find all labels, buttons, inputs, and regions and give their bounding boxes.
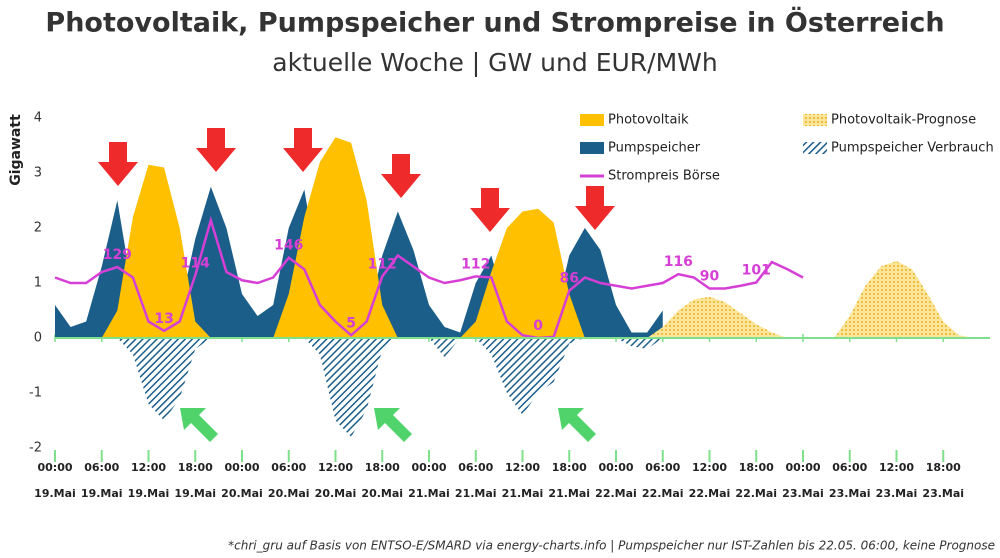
y-tick-label: -1 <box>29 386 42 401</box>
price-line <box>54 215 804 340</box>
price-label: 101 <box>742 262 771 278</box>
legend-label: Pumpspeicher <box>608 141 701 156</box>
green-arrows <box>180 408 596 442</box>
red-arrow <box>283 128 323 172</box>
legend-label: Strompreis Börse <box>608 169 720 184</box>
x-tick-label: 20.Mai <box>361 487 403 500</box>
chart-title: Photovoltaik, Pumpspeicher und Stromprei… <box>45 6 944 39</box>
red-arrow <box>196 128 236 172</box>
legend-label: Photovoltaik <box>608 113 689 128</box>
x-tick-label: 18:00 <box>926 461 961 474</box>
legend-label: Pumpspeicher Verbrauch <box>831 141 994 156</box>
price-label: 114 <box>181 255 210 271</box>
price-label: 13 <box>154 311 173 327</box>
x-tick-label: 23.Mai <box>829 487 871 500</box>
x-tick-label: 00:00 <box>411 461 446 474</box>
x-tick-label: 20.Mai <box>315 487 357 500</box>
legend-swatch <box>580 142 604 154</box>
legend-label: Photovoltaik-Prognose <box>831 113 976 128</box>
y-tick-label: -2 <box>29 441 42 456</box>
y-tick-label: 2 <box>34 221 42 236</box>
legend: Photovoltaik Photovoltaik-Prognose Pumpspe… <box>580 113 994 184</box>
area <box>55 137 663 338</box>
x-tick-label: 06:00 <box>271 461 306 474</box>
x-tick-label: 22.Mai <box>642 487 684 500</box>
area <box>647 261 990 338</box>
x-tick-label: 12:00 <box>505 461 540 474</box>
green-arrow <box>558 408 596 442</box>
x-tick-label: 00:00 <box>785 461 820 474</box>
x-tick-label: 21.Mai <box>455 487 497 500</box>
x-tick-label: 00:00 <box>224 461 259 474</box>
x-tick-label: 21.Mai <box>408 487 450 500</box>
x-tick-label: 19.Mai <box>81 487 123 500</box>
y-tick-label: 4 <box>34 111 42 126</box>
green-arrow <box>180 408 218 442</box>
x-tick-label: 22.Mai <box>735 487 777 500</box>
x-tick-label: 00:00 <box>598 461 633 474</box>
x-tick-label: 21.Mai <box>502 487 544 500</box>
y-tick-label: 1 <box>34 276 42 291</box>
chart-subtitle: aktuelle Woche | GW und EUR/MWh <box>272 48 717 77</box>
x-tick-label: 20.Mai <box>221 487 263 500</box>
x-tick-label: 20.Mai <box>268 487 310 500</box>
price-label: 129 <box>103 247 132 263</box>
y-tick-label: 3 <box>34 166 42 181</box>
red-arrow <box>575 186 615 230</box>
x-tick-label: 18:00 <box>365 461 400 474</box>
price-label: 90 <box>700 269 720 285</box>
price-label: 0 <box>533 318 543 334</box>
price-label: 112 <box>368 256 397 272</box>
x-tick-label: 12:00 <box>692 461 727 474</box>
area <box>55 338 663 437</box>
area <box>55 186 663 338</box>
price-label: 5 <box>346 315 356 331</box>
x-tick-label: 06:00 <box>458 461 493 474</box>
x-tick-label: 06:00 <box>832 461 867 474</box>
price-label: 116 <box>664 254 693 270</box>
x-tick-label: 22.Mai <box>689 487 731 500</box>
x-tick-label: 06:00 <box>645 461 680 474</box>
red-arrow <box>381 154 421 198</box>
x-tick-label: 19.Mai <box>128 487 170 500</box>
y-tick-label: 0 <box>34 331 42 346</box>
x-tick-label: 21.Mai <box>548 487 590 500</box>
x-tick-label: 19.Mai <box>174 487 216 500</box>
x-tick-label: 06:00 <box>84 461 119 474</box>
x-tick-label: 18:00 <box>739 461 774 474</box>
red-arrow <box>98 142 138 186</box>
legend-swatch <box>803 114 827 126</box>
green-arrow <box>374 408 412 442</box>
legend-swatch <box>803 142 827 154</box>
x-tick-label: 23.Mai <box>922 487 964 500</box>
x-tick-label: 23.Mai <box>876 487 918 500</box>
price-label: 146 <box>274 238 303 254</box>
red-arrow <box>470 188 510 232</box>
x-tick-label: 12:00 <box>318 461 353 474</box>
x-tick-label: 18:00 <box>178 461 213 474</box>
legend-swatch <box>580 114 604 126</box>
red-arrows <box>98 128 615 232</box>
x-tick-label: 18:00 <box>552 461 587 474</box>
x-tick-label: 00:00 <box>37 461 72 474</box>
footnote: *chri_gru auf Basis von ENTSO-E/SMARD vi… <box>228 539 995 553</box>
y-axis-label: Gigawatt <box>8 114 24 186</box>
price-label: 86 <box>560 271 579 287</box>
x-tick-label: 23.Mai <box>782 487 824 500</box>
price-label: 112 <box>461 256 490 272</box>
plot: -2 -1 0 1 2 3 4 00:00 19.Mai 06:00 19.Mai 12:00 19.M… <box>29 111 990 500</box>
x-tick-label: 19.Mai <box>34 487 76 500</box>
x-tick-label: 12:00 <box>879 461 914 474</box>
x-tick-label: 22.Mai <box>595 487 637 500</box>
x-tick-label: 12:00 <box>131 461 166 474</box>
